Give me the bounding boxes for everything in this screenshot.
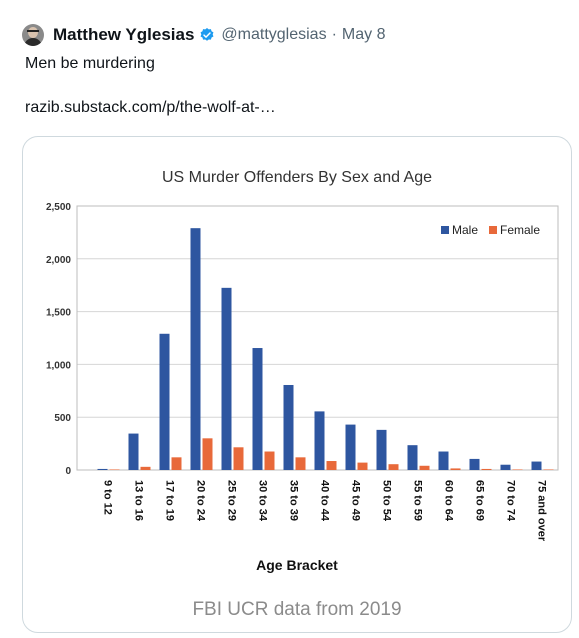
author-name[interactable]: Matthew Yglesias xyxy=(53,25,195,44)
bar-female xyxy=(140,466,151,470)
bar-male xyxy=(314,411,325,470)
y-tick-label: 2,000 xyxy=(46,255,71,266)
tweet-link[interactable]: razib.substack.com/p/the-wolf-at-… xyxy=(25,99,276,116)
bar-male xyxy=(97,468,108,470)
bar-male xyxy=(376,429,387,470)
x-tick-label: 9 to 12 xyxy=(102,480,114,515)
bar-male xyxy=(283,384,294,470)
bar-female xyxy=(202,438,213,470)
x-tick-label: 50 to 54 xyxy=(381,480,393,522)
x-tick-label: 45 to 49 xyxy=(350,480,362,521)
x-tick-label: 65 to 69 xyxy=(474,480,486,521)
bar-male xyxy=(159,333,170,470)
bar-female xyxy=(109,469,120,470)
y-tick-label: 2,500 xyxy=(46,202,71,213)
bar-male xyxy=(252,348,263,470)
bar-female xyxy=(450,468,461,470)
bar-female xyxy=(357,462,368,470)
tweet-date[interactable]: May 8 xyxy=(341,26,386,43)
card-caption: FBI UCR data from 2019 xyxy=(192,599,402,620)
x-tick-label: 20 to 24 xyxy=(195,480,207,522)
bar-male xyxy=(531,461,542,470)
separator-dot: · xyxy=(331,26,337,43)
verified-badge-icon xyxy=(200,28,214,41)
tweet-header: Matthew Yglesias @mattyglesias · May 8 xyxy=(22,22,385,48)
bar-female xyxy=(419,465,430,470)
legend-label: Male xyxy=(452,223,478,237)
tweet-text: Men be murdering xyxy=(25,55,155,72)
x-tick-label: 75 and over xyxy=(536,480,548,542)
legend-swatch xyxy=(441,226,449,234)
bar-female xyxy=(295,457,306,470)
x-tick-label: 35 to 39 xyxy=(288,480,300,521)
bar-female xyxy=(543,469,554,470)
x-axis-label: Age Bracket xyxy=(256,557,338,573)
bar-male xyxy=(221,287,232,470)
author-handle[interactable]: @mattyglesias xyxy=(221,26,327,43)
bar-female xyxy=(233,447,244,470)
bar-female xyxy=(388,464,399,470)
bar-male xyxy=(345,424,356,470)
x-tick-label: 25 to 29 xyxy=(226,480,238,521)
x-tick-label: 55 to 59 xyxy=(412,480,424,521)
bar-female xyxy=(481,468,492,470)
chart-title: US Murder Offenders By Sex and Age xyxy=(162,169,432,186)
y-tick-label: 0 xyxy=(65,466,71,477)
bar-male xyxy=(469,458,480,470)
bar-female xyxy=(264,451,275,470)
x-tick-label: 30 to 34 xyxy=(257,480,269,522)
legend-label: Female xyxy=(500,223,540,237)
bar-female xyxy=(326,461,337,470)
x-tick-label: 17 to 19 xyxy=(164,480,176,521)
y-tick-label: 1,000 xyxy=(46,360,71,371)
bar-male xyxy=(438,451,449,470)
profile-avatar[interactable] xyxy=(22,24,44,46)
x-tick-label: 70 to 74 xyxy=(505,480,517,522)
bar-female xyxy=(512,469,523,470)
bar-female xyxy=(171,457,182,470)
chart-legend: Male Female xyxy=(441,223,540,237)
legend-swatch xyxy=(489,226,497,234)
bar-male xyxy=(128,433,139,470)
bar-chart: US Murder Offenders By Sex and Age 0 500 1… xyxy=(46,169,559,573)
bar-male xyxy=(190,228,201,470)
x-tick-label: 40 to 44 xyxy=(319,480,331,522)
bar-male xyxy=(500,464,511,470)
bar-male xyxy=(407,445,418,470)
link-card[interactable]: US Murder Offenders By Sex and Age 0 500 1… xyxy=(22,136,572,633)
x-tick-label: 60 to 64 xyxy=(443,480,455,522)
y-tick-label: 500 xyxy=(54,413,71,424)
y-tick-label: 1,500 xyxy=(46,308,71,319)
x-tick-label: 13 to 16 xyxy=(133,480,145,521)
